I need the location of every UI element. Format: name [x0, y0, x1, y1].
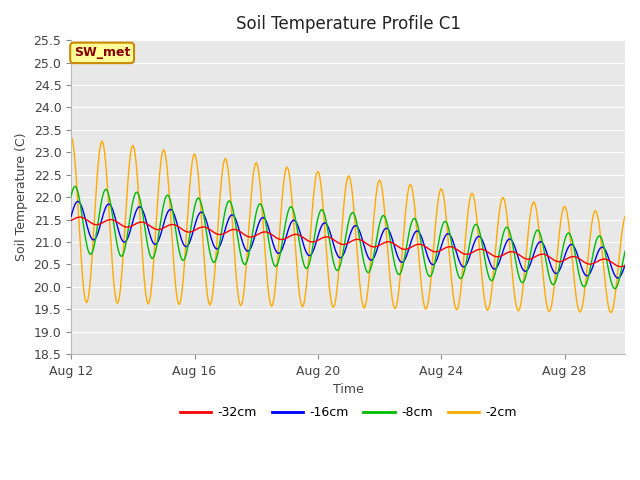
Title: Soil Temperature Profile C1: Soil Temperature Profile C1: [236, 15, 461, 33]
Y-axis label: Soil Temperature (C): Soil Temperature (C): [15, 133, 28, 261]
Legend: -32cm, -16cm, -8cm, -2cm: -32cm, -16cm, -8cm, -2cm: [175, 401, 522, 424]
Text: SW_met: SW_met: [74, 47, 131, 60]
X-axis label: Time: Time: [333, 383, 364, 396]
